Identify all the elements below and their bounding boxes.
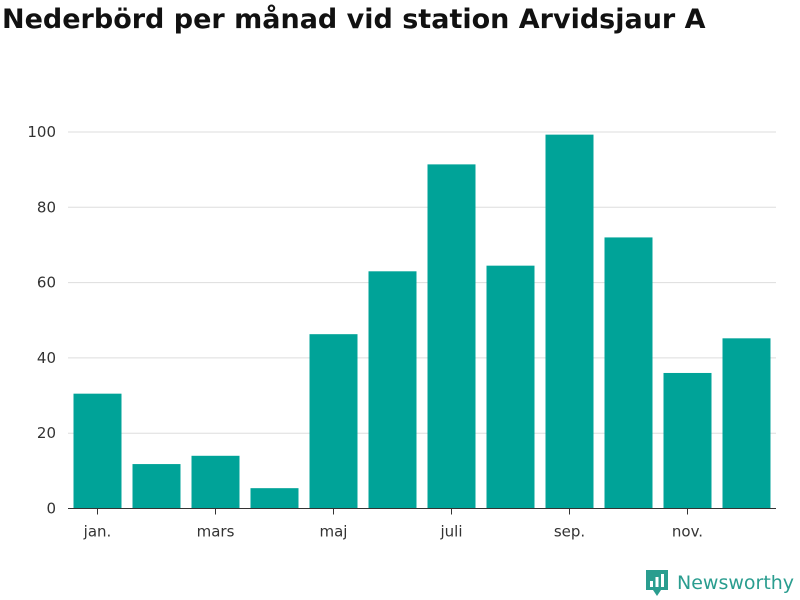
y-tick-label: 0 [46, 500, 56, 518]
y-tick-label: 80 [37, 198, 56, 216]
bar-dec [722, 338, 771, 509]
bar-okt [604, 237, 653, 509]
x-tick-label: jan. [83, 523, 112, 541]
y-tick-label: 20 [37, 424, 56, 442]
y-axis-labels: 0 20 40 60 80 100 [27, 123, 56, 518]
brand-name: Newsworthy [677, 572, 795, 594]
gridlines [68, 131, 776, 434]
x-tick-label: sep. [554, 523, 585, 541]
bar-jan [73, 393, 122, 509]
bar-aug [486, 265, 535, 509]
y-tick-label: 40 [37, 349, 56, 367]
x-tick-label: juli [439, 523, 462, 541]
bar-mars [191, 455, 240, 509]
bar-apr [250, 488, 299, 509]
x-tick-label: nov. [672, 523, 703, 541]
bar-nov [663, 372, 712, 509]
y-tick-label: 60 [37, 274, 56, 292]
bar-feb [132, 464, 181, 509]
newsworthy-logo: Newsworthy [644, 568, 794, 598]
bar-juli [427, 164, 476, 509]
chart-title: Nederbörd per månad vid station Arvidsja… [2, 4, 706, 35]
x-tick-label: mars [197, 523, 235, 541]
newsworthy-icon [646, 570, 668, 596]
x-axis-ticks [97, 508, 688, 515]
x-axis-labels: jan. mars maj juli sep. nov. [83, 523, 703, 541]
x-tick-label: maj [320, 523, 348, 541]
bar-sep [545, 134, 594, 509]
bar-juni [368, 271, 417, 509]
y-tick-label: 100 [27, 123, 56, 141]
bars [73, 134, 771, 509]
bar-maj [309, 334, 358, 509]
